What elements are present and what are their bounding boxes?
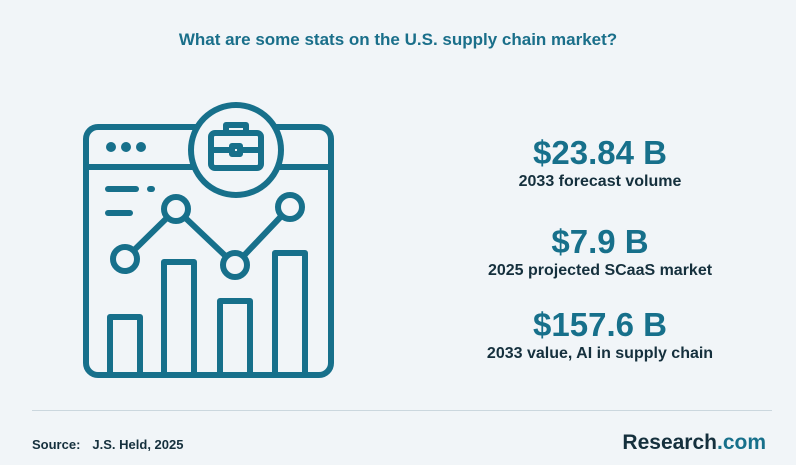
stat-value: $157.6 B — [533, 306, 667, 343]
stat-label: 2033 value, AI in supply chain — [486, 345, 714, 362]
footer-divider — [32, 410, 772, 411]
stat-label: 2025 projected SCaaS market — [487, 262, 713, 279]
browser-chart-briefcase-icon — [83, 102, 334, 378]
stat-label: 2033 forecast volume — [518, 173, 682, 190]
stat-value: $7.9 B — [551, 223, 649, 260]
stat-ai-supply-chain: $157.6 B 2033 value, AI in supply chain — [440, 306, 760, 364]
source-value: J.S. Held, 2025 — [92, 437, 184, 452]
page-title: What are some stats on the U.S. supply c… — [178, 30, 618, 49]
stat-value: $23.84 B — [533, 134, 667, 171]
stat-scaas-market: $7.9 B 2025 projected SCaaS market — [440, 223, 760, 281]
stat-forecast-volume: $23.84 B 2033 forecast volume — [440, 134, 760, 192]
source-citation: Source: J.S. Held, 2025 — [32, 437, 183, 452]
source-label: Source: — [32, 437, 81, 452]
brand-logo: Research.com — [622, 431, 766, 455]
brand-name: Research — [622, 431, 717, 454]
brand-domain: .com — [716, 431, 766, 454]
